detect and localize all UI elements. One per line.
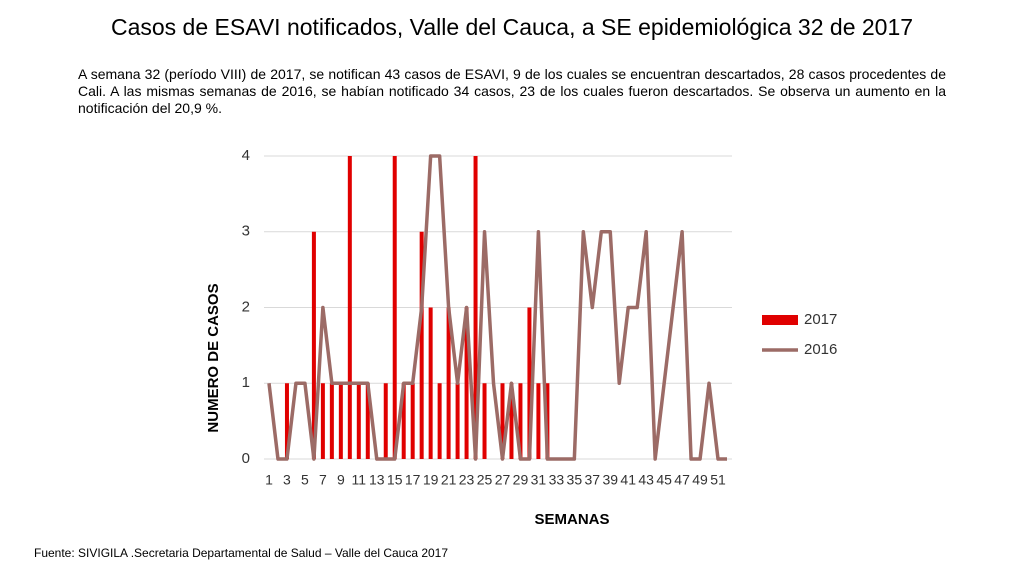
x-tick-label: 29 xyxy=(513,472,529,488)
bar xyxy=(464,307,469,459)
x-tick-label: 37 xyxy=(585,472,601,488)
x-tick-label: 31 xyxy=(531,472,547,488)
bar xyxy=(383,383,388,459)
y-axis-label: NUMERO DE CASOS xyxy=(205,283,222,432)
bar xyxy=(320,383,325,459)
legend-swatch xyxy=(762,315,798,325)
x-tick-label: 49 xyxy=(692,472,708,488)
x-tick-label: 43 xyxy=(638,472,654,488)
y-tick-label: 2 xyxy=(242,298,250,315)
y-tick-label: 4 xyxy=(242,147,250,164)
bar xyxy=(410,383,415,459)
x-tick-label: 45 xyxy=(656,472,672,488)
x-tick-label: 7 xyxy=(319,472,327,488)
bar xyxy=(419,231,424,459)
x-tick-label: 3 xyxy=(283,472,291,488)
bar xyxy=(347,156,352,459)
x-tick-label: 11 xyxy=(352,472,367,488)
bar xyxy=(536,383,541,459)
x-tick-label: 23 xyxy=(459,472,475,488)
bar xyxy=(518,383,523,459)
bar xyxy=(311,231,316,459)
x-tick-label: 17 xyxy=(405,472,421,488)
bar xyxy=(401,383,406,459)
bar xyxy=(482,383,487,459)
bar xyxy=(527,307,532,459)
bar xyxy=(428,307,433,459)
bar xyxy=(437,383,442,459)
x-tick-label: 41 xyxy=(620,472,636,488)
x-tick-label: 25 xyxy=(477,472,493,488)
y-tick-label: 1 xyxy=(242,374,250,391)
bar xyxy=(284,383,289,459)
x-tick-label: 1 xyxy=(265,472,273,488)
line xyxy=(267,154,727,461)
x-tick-label: 21 xyxy=(441,472,457,488)
y-tick-label: 3 xyxy=(242,223,250,240)
title: Casos de ESAVI notificados, Valle del Ca… xyxy=(110,14,914,40)
y-tick-label: 0 xyxy=(242,450,250,467)
x-tick-label: 35 xyxy=(567,472,583,488)
bar xyxy=(473,156,478,459)
legend-label: 2016 xyxy=(804,341,837,358)
bar xyxy=(455,383,460,459)
bar xyxy=(509,383,514,459)
bar xyxy=(392,156,397,459)
summary: A semana 32 (período VIII) de 2017, se n… xyxy=(78,66,946,116)
x-tick-label: 15 xyxy=(387,472,403,488)
source: Fuente: SIVIGILA .Secretaria Departament… xyxy=(34,546,449,560)
bar xyxy=(338,383,343,459)
x-tick-label: 39 xyxy=(602,472,618,488)
x-tick-label: 5 xyxy=(301,472,309,488)
x-tick-label: 27 xyxy=(495,472,511,488)
x-tick-label: 19 xyxy=(423,472,439,488)
legend-label: 2017 xyxy=(804,311,837,328)
bar xyxy=(356,383,361,459)
bar xyxy=(329,383,334,459)
bar xyxy=(446,307,451,459)
x-tick-label: 51 xyxy=(710,472,726,488)
x-tick-label: 47 xyxy=(674,472,690,488)
x-tick-label: 33 xyxy=(549,472,565,488)
bar xyxy=(365,383,370,459)
x-tick-label: 13 xyxy=(369,472,385,488)
bar xyxy=(500,383,505,459)
x-tick-label: 9 xyxy=(337,472,345,488)
x-axis-label: SEMANAS xyxy=(534,511,609,528)
